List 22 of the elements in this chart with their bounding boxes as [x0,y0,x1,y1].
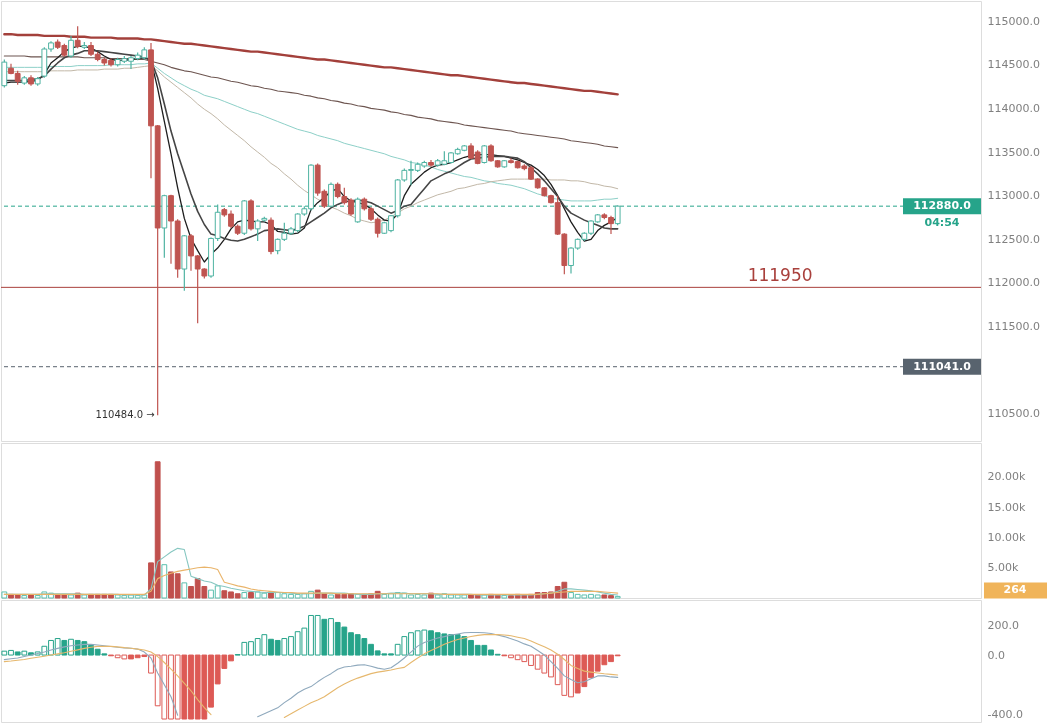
annotation: 04:54 [924,216,960,230]
text: 264 [1003,583,1027,597]
y-tick-label: 113500.0 [987,145,1040,159]
y-tick-label: 113000.0 [987,189,1040,203]
ref-line-label: 111041.0 [913,359,972,373]
y-tick-label: -400.0 [987,708,1023,722]
y-tick-label: 112500.0 [987,232,1040,246]
y-tick-label: 200.0 [987,618,1019,632]
annotation: 110484.0 → [95,409,155,421]
y-tick-label: 114000.0 [987,101,1040,115]
y-tick-label: 10.00k [987,530,1026,544]
ref-line-label: 111950 [747,265,813,286]
ref-line-label: 112880.0 [913,199,972,213]
y-tick-label: 112000.0 [987,276,1040,290]
y-tick-label: 5.00k [987,561,1019,575]
y-tick-label: 115000.0 [987,14,1040,28]
y-tick-label: 0.0 [987,648,1005,662]
y-tick-label: 15.00k [987,500,1026,514]
y-tick-label: 114500.0 [987,58,1040,72]
y-tick-label: 20.00k [987,470,1026,484]
y-tick-label: 110500.0 [987,407,1040,421]
y-tick-label: 111500.0 [987,320,1040,334]
